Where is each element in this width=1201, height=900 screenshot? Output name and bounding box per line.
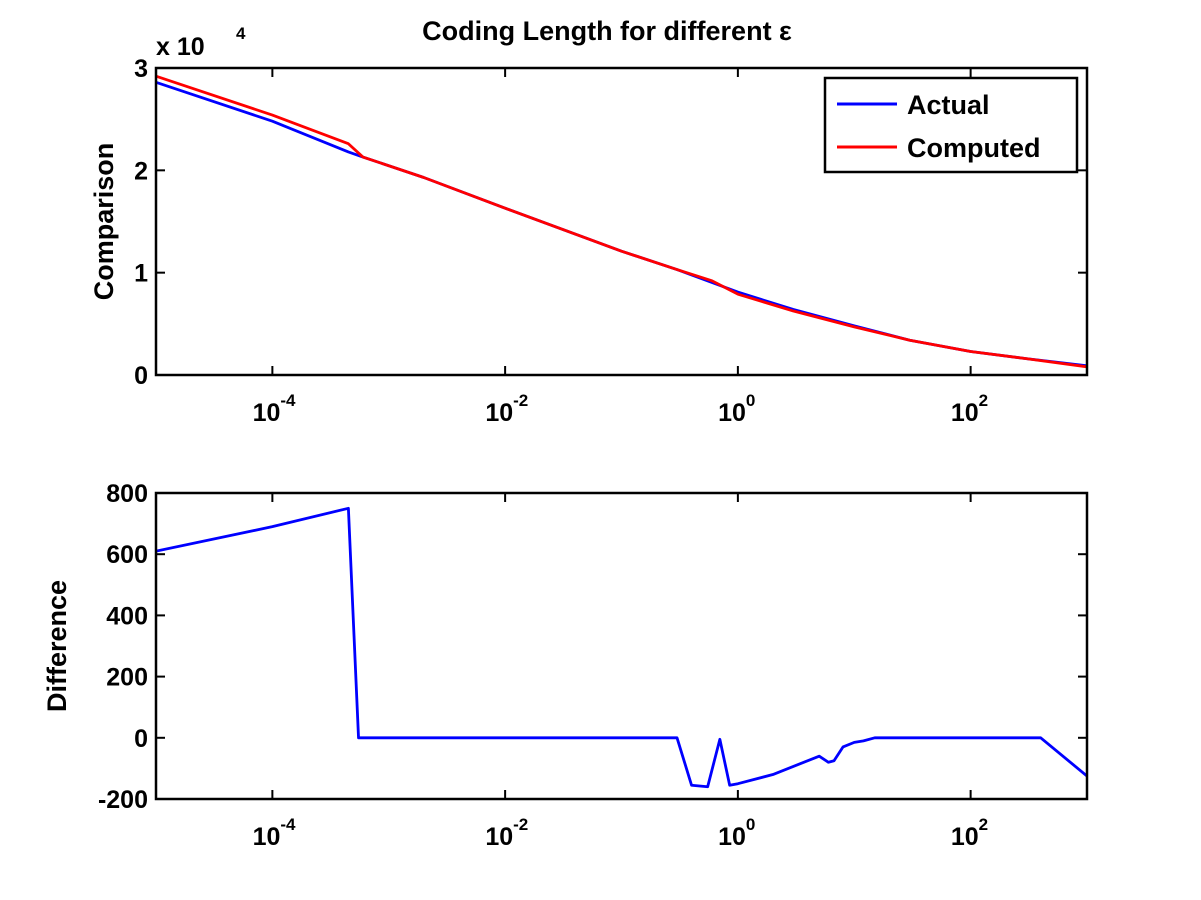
y-tick-label: 400 [106,602,148,630]
x-tick-label: 10 [951,399,979,427]
y-axis-label: Comparison [89,143,119,301]
x-tick-base: 10 [718,823,746,851]
axes-box [154,491,1089,801]
axes-box [154,66,1089,377]
legend-entry-label: Computed [907,133,1040,163]
x-tick-label: 10 [485,823,513,851]
y-axis-label: Difference [42,580,72,712]
legend-entry-label: Actual [907,90,990,120]
y-tick-label: 600 [106,541,148,569]
x-tick-exponent: -4 [280,391,296,410]
x-tick-exponent: 0 [746,815,755,834]
series-line-difference [156,506,1087,789]
y-tick-label: 2 [134,157,148,185]
x-tick-base: 10 [951,399,979,427]
x-tick-exponent: -4 [280,815,296,834]
x-tick-label: 10 [718,823,746,851]
y-tick-label: -200 [98,786,148,814]
x-tick-label: 10 [718,399,746,427]
x-tick-exponent: 0 [746,391,755,410]
x-tick-base: 10 [485,399,513,427]
x-tick-exponent: -2 [513,815,528,834]
x-tick-base: 10 [253,823,281,851]
x-tick-label: 10 [253,399,281,427]
x-tick-exponent: -2 [513,391,528,410]
chart-title: Coding Length for different ε [422,16,792,46]
y-tick-label: 1 [134,260,148,288]
x-tick-base: 10 [253,399,281,427]
x-tick-base: 10 [951,823,979,851]
x-tick-label: 10 [485,399,513,427]
x-tick-base: 10 [718,399,746,427]
y-tick-label: 200 [106,664,148,692]
x-tick-base: 10 [485,823,513,851]
x-tick-exponent: 2 [979,391,988,410]
series-line-computed [156,74,1087,369]
y-multiplier-label: x 10 [156,33,205,61]
y-tick-label: 800 [106,480,148,508]
x-tick-label: 10 [253,823,281,851]
y-tick-label: 3 [134,55,148,83]
legend-box [823,76,1079,174]
x-tick-exponent: 2 [979,815,988,834]
x-tick-label: 10 [951,823,979,851]
y-tick-label: 0 [134,362,148,390]
y-tick-label: 0 [134,725,148,753]
difference-plot: 10 -4 10 -2 10 0 10 2-2000200400600800Differenc… [42,480,1089,851]
y-multiplier-exponent: 4 [236,24,246,43]
legend: Actual Computed [823,76,1079,174]
